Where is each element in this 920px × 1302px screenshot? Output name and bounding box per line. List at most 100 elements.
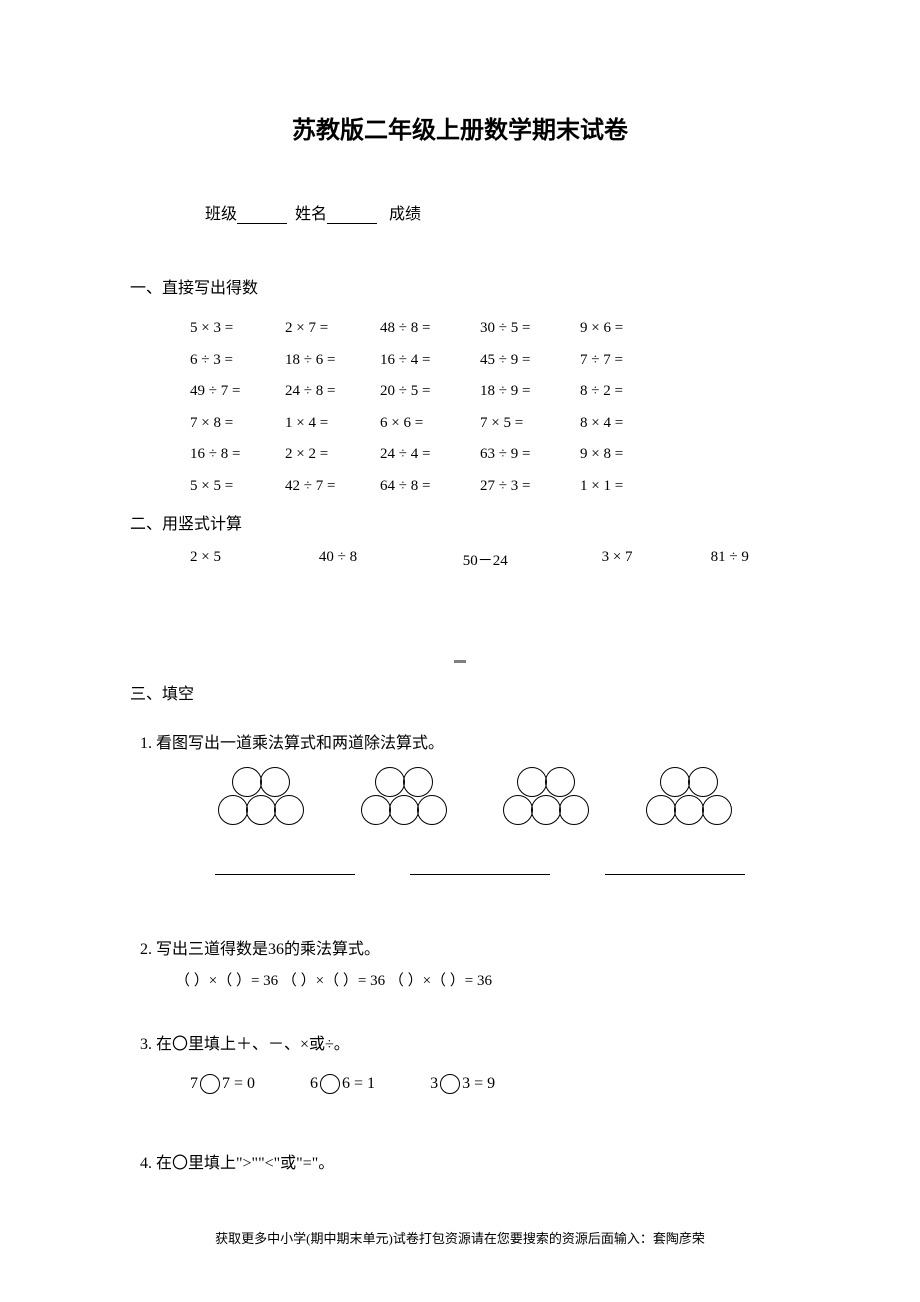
math-cell: 7 ÷ 7 = xyxy=(580,345,670,377)
circle-group xyxy=(362,768,446,824)
circle-icon xyxy=(361,795,391,825)
math-cell: 16 ÷ 8 = xyxy=(190,439,285,471)
math-cell: 64 ÷ 8 = xyxy=(380,471,480,503)
math-cell: 18 ÷ 9 = xyxy=(480,376,580,408)
math-cell: 1 × 1 = xyxy=(580,471,670,503)
vc-item: 81 ÷ 9 xyxy=(711,549,790,570)
circle-icon xyxy=(274,795,304,825)
circle-icon xyxy=(232,767,262,797)
math-cell: 5 × 3 = xyxy=(190,313,285,345)
q3-left: 6 xyxy=(310,1075,318,1093)
q3-right: 7 = 0 xyxy=(222,1075,255,1093)
score-label: 成绩 xyxy=(389,206,421,223)
info-line: 班级 姓名 成绩 xyxy=(205,200,790,224)
answer-lines xyxy=(215,874,790,875)
document-title: 苏教版二年级上册数学期末试卷 xyxy=(130,110,790,145)
math-cell: 45 ÷ 9 = xyxy=(480,345,580,377)
footer-text: 获取更多中小学(期中期末单元)试卷打包资源请在您要搜索的资源后面输入：套陶彦荣 xyxy=(0,1228,920,1247)
circle-icon xyxy=(688,767,718,797)
page-marker-icon xyxy=(454,660,466,663)
class-blank xyxy=(237,223,287,224)
math-row: 6 ÷ 3 = 18 ÷ 6 = 16 ÷ 4 = 45 ÷ 9 = 7 ÷ 7… xyxy=(190,345,790,377)
circle-group xyxy=(504,768,588,824)
math-cell: 7 × 8 = xyxy=(190,408,285,440)
math-cell: 48 ÷ 8 = xyxy=(380,313,480,345)
name-label: 姓名 xyxy=(295,206,327,223)
section-3-header: 三、填空 xyxy=(130,680,790,704)
name-blank xyxy=(327,223,377,224)
answer-blank xyxy=(215,874,355,875)
math-cell: 63 ÷ 9 = xyxy=(480,439,580,471)
math-cell: 24 ÷ 4 = xyxy=(380,439,480,471)
math-cell: 18 ÷ 6 = xyxy=(285,345,380,377)
circle-icon xyxy=(517,767,547,797)
q3-item: 7 7 = 0 xyxy=(190,1074,255,1094)
answer-blank xyxy=(605,874,745,875)
math-cell: 30 ÷ 5 = xyxy=(480,313,580,345)
math-cell: 6 × 6 = xyxy=(380,408,480,440)
q3-left: 7 xyxy=(190,1075,198,1093)
math-cell: 9 × 8 = xyxy=(580,439,670,471)
math-cell: 16 ÷ 4 = xyxy=(380,345,480,377)
blank-circle-icon xyxy=(320,1074,340,1094)
circle-icon xyxy=(660,767,690,797)
circle-icon xyxy=(503,795,533,825)
math-cell: 2 × 2 = xyxy=(285,439,380,471)
circles-container xyxy=(190,768,760,824)
circle-icon xyxy=(646,795,676,825)
math-cell: 7 × 5 = xyxy=(480,408,580,440)
vc-item: 50－24 xyxy=(463,549,602,570)
answer-blank xyxy=(410,874,550,875)
vertical-calc-row: 2 × 5 40 ÷ 8 50－24 3 × 7 81 ÷ 9 xyxy=(190,549,790,570)
circle-icon xyxy=(389,795,419,825)
math-cell: 9 × 6 = xyxy=(580,313,670,345)
math-cell: 8 × 4 = xyxy=(580,408,670,440)
math-cell: 6 ÷ 3 = xyxy=(190,345,285,377)
circle-icon xyxy=(674,795,704,825)
circle-icon xyxy=(403,767,433,797)
math-cell: 24 ÷ 8 = xyxy=(285,376,380,408)
circle-icon xyxy=(559,795,589,825)
question-4: 4. 在〇里填上">""<"或"="。 xyxy=(140,1149,790,1173)
vc-item: 40 ÷ 8 xyxy=(319,549,463,570)
question-2-content: （ ）×（ ）= 36 （ ）×（ ）= 36 （ ）×（ ）= 36 xyxy=(175,969,790,990)
math-row: 16 ÷ 8 = 2 × 2 = 24 ÷ 4 = 63 ÷ 9 = 9 × 8… xyxy=(190,439,790,471)
vc-item: 2 × 5 xyxy=(190,549,319,570)
math-cell: 20 ÷ 5 = xyxy=(380,376,480,408)
section-2-header: 二、用竖式计算 xyxy=(130,510,790,534)
circle-icon xyxy=(260,767,290,797)
circle-icon xyxy=(218,795,248,825)
math-cell: 2 × 7 = xyxy=(285,313,380,345)
q3-item: 6 6 = 1 xyxy=(310,1074,375,1094)
math-grid: 5 × 3 = 2 × 7 = 48 ÷ 8 = 30 ÷ 5 = 9 × 6 … xyxy=(190,313,790,502)
circle-icon xyxy=(417,795,447,825)
circle-icon xyxy=(545,767,575,797)
math-cell: 1 × 4 = xyxy=(285,408,380,440)
circle-icon xyxy=(375,767,405,797)
math-cell: 49 ÷ 7 = xyxy=(190,376,285,408)
question-2: 2. 写出三道得数是36的乘法算式。 xyxy=(140,935,790,959)
math-cell: 8 ÷ 2 = xyxy=(580,376,670,408)
math-cell: 27 ÷ 3 = xyxy=(480,471,580,503)
section-1-header: 一、直接写出得数 xyxy=(130,274,790,298)
circle-group xyxy=(219,768,303,824)
math-cell: 5 × 5 = xyxy=(190,471,285,503)
q3-right: 3 = 9 xyxy=(462,1075,495,1093)
math-row: 7 × 8 = 1 × 4 = 6 × 6 = 7 × 5 = 8 × 4 = xyxy=(190,408,790,440)
math-cell: 42 ÷ 7 = xyxy=(285,471,380,503)
circle-icon xyxy=(531,795,561,825)
question-3-content: 7 7 = 0 6 6 = 1 3 3 = 9 xyxy=(190,1074,790,1094)
circle-icon xyxy=(702,795,732,825)
vc-item: 3 × 7 xyxy=(602,549,711,570)
circle-group xyxy=(647,768,731,824)
question-1: 1. 看图写出一道乘法算式和两道除法算式。 xyxy=(140,729,790,753)
math-row: 49 ÷ 7 = 24 ÷ 8 = 20 ÷ 5 = 18 ÷ 9 = 8 ÷ … xyxy=(190,376,790,408)
question-3: 3. 在〇里填上＋、－、×或÷。 xyxy=(140,1030,790,1054)
q3-left: 3 xyxy=(430,1075,438,1093)
class-label: 班级 xyxy=(205,206,237,223)
blank-circle-icon xyxy=(440,1074,460,1094)
math-row: 5 × 3 = 2 × 7 = 48 ÷ 8 = 30 ÷ 5 = 9 × 6 … xyxy=(190,313,790,345)
math-row: 5 × 5 = 42 ÷ 7 = 64 ÷ 8 = 27 ÷ 3 = 1 × 1… xyxy=(190,471,790,503)
q3-right: 6 = 1 xyxy=(342,1075,375,1093)
blank-circle-icon xyxy=(200,1074,220,1094)
